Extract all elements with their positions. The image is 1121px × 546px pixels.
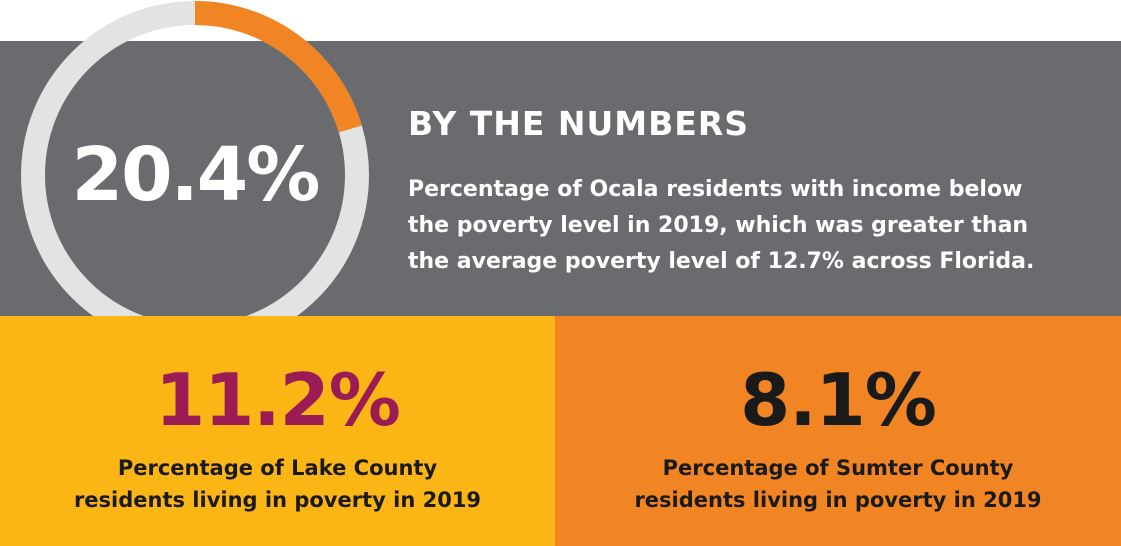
caption-line: residents living in poverty in 2019 <box>73 488 482 512</box>
section-heading: BY THE NUMBERS <box>408 104 750 143</box>
donut-fill-arc <box>21 1 369 349</box>
lake-county-panel: 11.2% Percentage of Lake County resident… <box>0 316 555 546</box>
caption-line: Percentage of Sumter County <box>662 456 1014 480</box>
lake-county-value: 11.2% <box>155 358 401 442</box>
description-line: the average poverty level of 12.7% acros… <box>408 249 1035 274</box>
ocala-poverty-value: 20.4% <box>71 132 321 218</box>
caption-line: Percentage of Lake County <box>117 456 438 480</box>
ocala-description: Percentage of Ocala residents with incom… <box>408 172 1108 280</box>
description-line: Percentage of Ocala residents with incom… <box>408 177 1023 202</box>
sumter-county-caption: Percentage of Sumter County residents li… <box>555 452 1121 516</box>
sumter-county-panel: 8.1% Percentage of Sumter County residen… <box>555 316 1121 546</box>
sumter-county-value: 8.1% <box>740 358 937 442</box>
description-line: the poverty level in 2019, which was gre… <box>408 213 1029 238</box>
summary-band <box>0 41 1121 316</box>
lake-county-caption: Percentage of Lake County residents livi… <box>0 452 555 516</box>
caption-line: residents living in poverty in 2019 <box>634 488 1042 512</box>
